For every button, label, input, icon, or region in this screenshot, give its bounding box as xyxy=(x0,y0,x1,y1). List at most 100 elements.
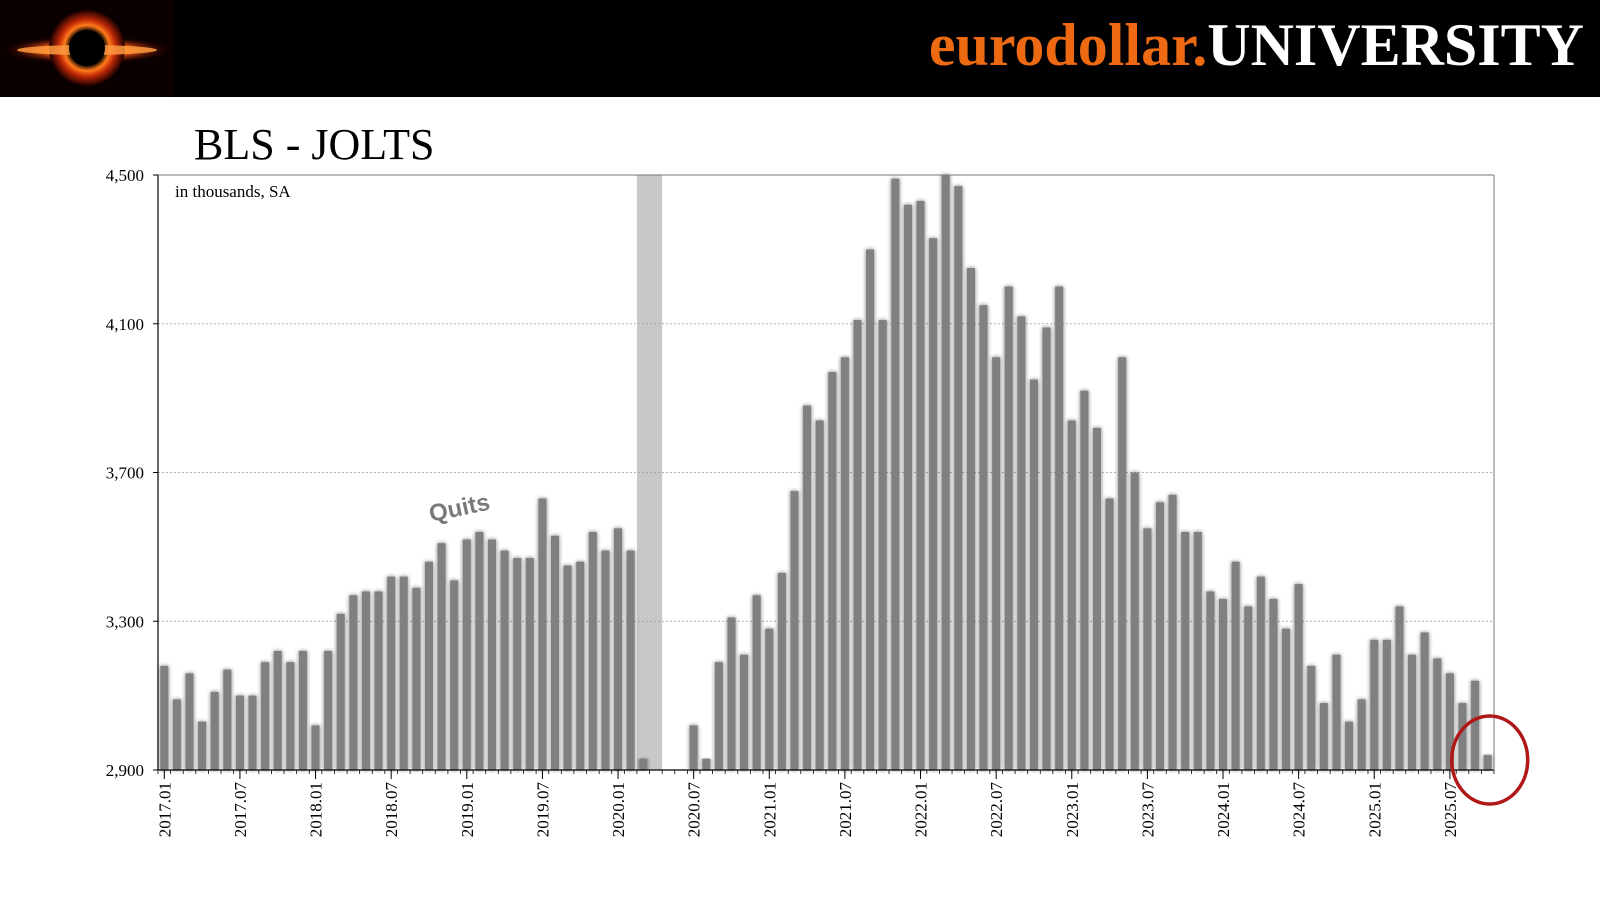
bar xyxy=(1067,420,1076,770)
bar xyxy=(1433,658,1442,770)
bar xyxy=(273,651,282,770)
x-tick-label: 2022.07 xyxy=(987,782,1006,838)
bar xyxy=(349,595,358,770)
x-tick-label: 2017.07 xyxy=(231,782,250,838)
black-hole-logo-icon xyxy=(0,0,174,97)
bar xyxy=(437,543,446,770)
x-tick-label: 2018.07 xyxy=(382,782,401,838)
bar xyxy=(614,528,623,770)
bar xyxy=(588,532,597,770)
highlight-circle xyxy=(1449,714,1530,806)
bar xyxy=(1282,628,1291,770)
bar xyxy=(878,320,887,770)
bar xyxy=(1004,286,1013,770)
bar xyxy=(1181,532,1190,770)
bar xyxy=(1105,498,1114,770)
y-tick-label: 4,100 xyxy=(106,315,144,334)
bar xyxy=(815,420,824,770)
bar xyxy=(727,617,736,770)
bar xyxy=(1231,561,1240,770)
bar xyxy=(853,320,862,770)
bar xyxy=(261,662,270,770)
x-tick-label: 2021.07 xyxy=(836,782,855,838)
bar xyxy=(1042,327,1051,770)
bar xyxy=(235,695,244,770)
bar xyxy=(966,267,975,770)
bar xyxy=(513,558,522,770)
bar xyxy=(777,572,786,770)
bar xyxy=(1458,703,1467,770)
bar xyxy=(1408,654,1417,770)
brand-title: eurodollar.UNIVERSITY xyxy=(929,10,1584,80)
bar xyxy=(361,591,370,770)
bar xyxy=(1382,639,1391,770)
bar xyxy=(450,580,459,770)
bar xyxy=(1395,606,1404,770)
bar xyxy=(1193,532,1202,770)
bar xyxy=(1130,472,1139,770)
bar xyxy=(172,699,181,770)
series-annotation: Quits xyxy=(427,489,493,528)
bar xyxy=(752,595,761,770)
x-tick-label: 2021.01 xyxy=(760,782,779,837)
x-tick-label: 2020.07 xyxy=(685,782,704,838)
recession-band xyxy=(636,175,663,770)
bar xyxy=(1445,673,1454,770)
bar xyxy=(1118,357,1127,770)
bar xyxy=(1269,598,1278,770)
brand-part2: UNIVERSITY xyxy=(1207,12,1584,78)
bar xyxy=(1332,654,1341,770)
x-tick-label: 2022.01 xyxy=(912,782,931,837)
bar xyxy=(576,561,585,770)
x-tick-label: 2024.01 xyxy=(1214,782,1233,837)
bar xyxy=(714,662,723,770)
bar xyxy=(1256,576,1265,770)
bar xyxy=(1483,755,1492,770)
bar xyxy=(1055,286,1064,770)
bar xyxy=(992,357,1001,770)
x-tick-label: 2019.01 xyxy=(458,782,477,837)
bar xyxy=(324,651,333,770)
bar xyxy=(1471,680,1480,770)
bar xyxy=(475,532,484,770)
bar xyxy=(929,238,938,770)
bar xyxy=(387,576,396,770)
bar xyxy=(866,249,875,770)
bar xyxy=(1092,427,1102,770)
bar xyxy=(765,628,774,770)
bar xyxy=(1206,591,1215,770)
bar xyxy=(954,186,963,770)
bar xyxy=(1420,632,1429,770)
bar xyxy=(500,550,509,770)
bar xyxy=(1370,639,1379,770)
y-tick-label: 4,500 xyxy=(106,166,144,185)
y-tick-label: 3,700 xyxy=(106,464,144,483)
bar xyxy=(639,758,648,770)
bar xyxy=(487,539,497,770)
bar xyxy=(198,721,207,770)
bar xyxy=(525,558,534,770)
bar xyxy=(1307,665,1316,770)
bar xyxy=(248,695,257,770)
y-tick-label: 2,900 xyxy=(106,761,144,780)
bar xyxy=(1143,528,1152,770)
bar xyxy=(462,539,471,770)
bar xyxy=(210,691,219,770)
header-bar: eurodollar.UNIVERSITY xyxy=(0,0,1600,97)
bar xyxy=(626,550,635,770)
bar xyxy=(803,405,812,770)
bar xyxy=(689,725,698,770)
bar xyxy=(740,654,749,770)
bar xyxy=(790,491,799,770)
bar xyxy=(185,673,194,770)
bar xyxy=(840,357,849,770)
bar xyxy=(1357,699,1366,770)
bar xyxy=(1294,584,1303,770)
bar xyxy=(1218,598,1228,770)
x-tick-label: 2023.07 xyxy=(1138,782,1157,838)
x-tick-label: 2017.01 xyxy=(155,782,174,837)
bar xyxy=(702,758,711,770)
bar xyxy=(550,535,560,770)
bar xyxy=(286,662,295,770)
